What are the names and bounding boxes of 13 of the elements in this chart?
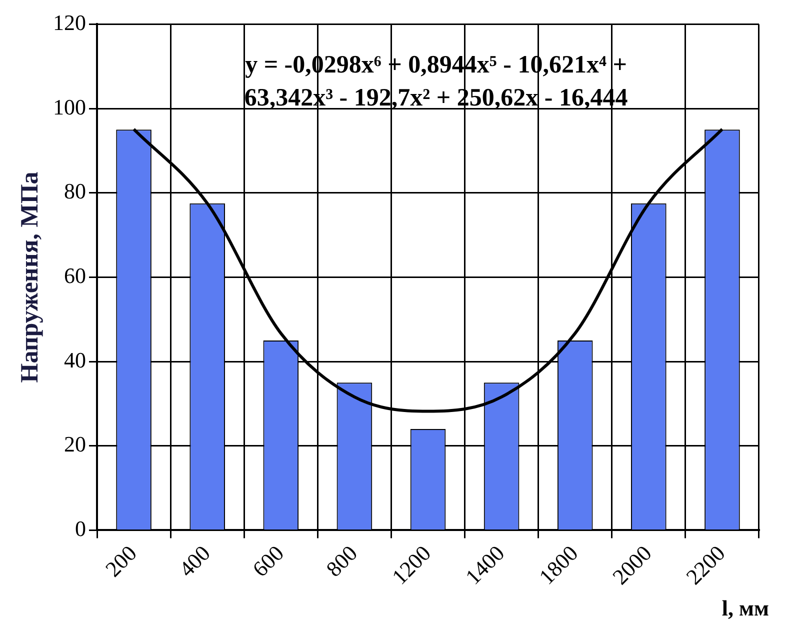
y-tick-label: 120 — [53, 10, 86, 35]
y-axis-title: Напруження, МПа — [16, 171, 44, 383]
y-tick-label: 60 — [64, 262, 86, 288]
y-tick-label: 100 — [53, 94, 86, 120]
x-tick-label: 800 — [321, 540, 362, 582]
x-axis-title: l, мм — [722, 596, 770, 621]
x-tick-label: 200 — [100, 540, 142, 582]
y-tick-label: 0 — [75, 516, 86, 541]
y-tick-label: 20 — [64, 432, 86, 457]
x-tick-label: 600 — [248, 540, 289, 582]
x-tick-label: 400 — [174, 540, 215, 582]
y-tick-label: 80 — [64, 178, 86, 204]
y-tick-label: 40 — [64, 347, 86, 372]
